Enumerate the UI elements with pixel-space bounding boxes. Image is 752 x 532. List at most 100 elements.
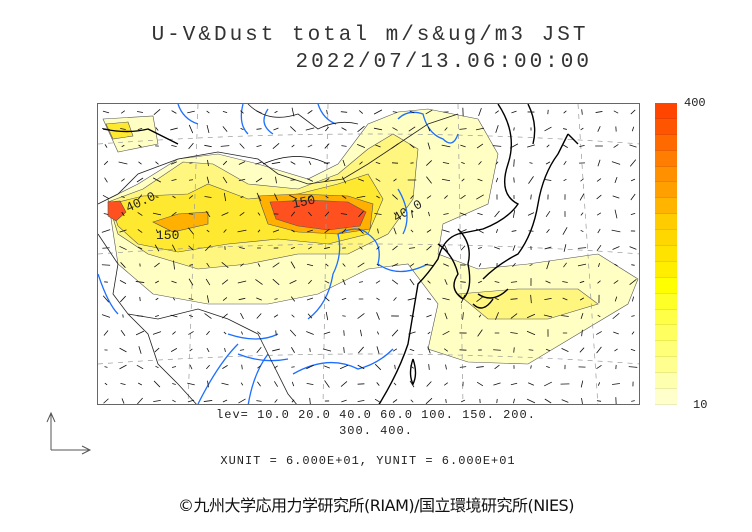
- wind-vector: [257, 331, 261, 335]
- wind-vector: [596, 331, 602, 335]
- wind-vector: [459, 212, 467, 216]
- wind-vector: [495, 297, 499, 301]
- wind-vector: [459, 229, 467, 233]
- wind-vector: [240, 382, 244, 386]
- wind-vector: [428, 211, 430, 217]
- wind-vector: [543, 314, 553, 318]
- wind-vector: [324, 296, 330, 302]
- wind-vector: [580, 212, 584, 216]
- wind-vector: [530, 294, 532, 304]
- wind-vector: [579, 193, 585, 201]
- wind-vector: [274, 298, 278, 300]
- wind-vector: [171, 280, 177, 284]
- wind-vector: [322, 348, 332, 352]
- wind-vector: [255, 161, 263, 165]
- wind-vector: [427, 280, 431, 284]
- wind-vector: [478, 263, 482, 267]
- wind-vector: [409, 110, 415, 114]
- wind-vector: [630, 109, 636, 115]
- wind-vector: [631, 126, 635, 132]
- wind-vector: [612, 312, 620, 320]
- wind-vector: [291, 107, 295, 117]
- wind-vector: [460, 399, 466, 403]
- wind-vector: [273, 127, 279, 131]
- wind-vector: [291, 399, 295, 403]
- wind-vector: [308, 246, 312, 250]
- wind-vector: [612, 195, 620, 199]
- wind-vector: [478, 247, 482, 249]
- wind-vector: [614, 263, 618, 267]
- colorbar-swatch: [655, 166, 677, 183]
- colorbar-max-label: 400: [684, 96, 706, 110]
- dust-map: 40.0 150 150 40.0: [97, 103, 640, 405]
- wind-vector: [611, 161, 621, 165]
- wind-vector: [137, 128, 143, 130]
- wind-vector: [289, 194, 297, 200]
- wind-vector: [393, 178, 397, 182]
- wind-vector: [188, 142, 194, 150]
- wind-vector: [290, 161, 296, 165]
- wind-vector: [188, 179, 194, 181]
- wind-vector: [495, 110, 499, 114]
- wind-vector: [495, 161, 499, 165]
- wind-vector: [206, 295, 210, 303]
- wind-vector: [459, 128, 467, 130]
- wind-vector: [442, 330, 450, 336]
- wind-vector: [460, 245, 466, 251]
- wind-vector: [357, 262, 365, 268]
- wind-vector: [341, 176, 347, 184]
- wind-vector: [188, 278, 194, 286]
- wind-vector: [357, 178, 365, 182]
- wind-vector: [426, 381, 432, 387]
- wind-vector: [407, 297, 417, 301]
- wind-vector: [206, 110, 210, 114]
- wind-vector: [206, 330, 210, 336]
- wind-vector: [305, 127, 315, 131]
- wind-vector: [426, 298, 432, 300]
- wind-vector: [171, 366, 177, 368]
- wind-vector: [513, 177, 515, 183]
- wind-vector: [579, 297, 585, 301]
- wind-vector: [443, 243, 449, 253]
- wind-vector: [527, 144, 535, 148]
- wind-vector: [104, 144, 108, 148]
- wind-vector: [324, 380, 330, 388]
- wind-vector: [408, 331, 416, 335]
- wind-vector: [153, 400, 161, 402]
- wind-vector: [120, 382, 126, 386]
- wind-vector: [207, 380, 209, 388]
- wind-vector: [597, 228, 601, 234]
- wind-vector: [511, 110, 517, 114]
- wind-vector: [460, 294, 466, 304]
- wind-vector: [341, 297, 347, 301]
- wind-vector: [238, 161, 246, 165]
- wind-vector: [427, 142, 431, 150]
- wind-vector: [393, 382, 397, 386]
- wind-vector: [410, 195, 414, 199]
- wind-vector: [476, 194, 484, 200]
- wind-vector: [154, 347, 160, 353]
- wind-vector: [153, 380, 161, 388]
- wind-vector: [577, 247, 587, 249]
- wind-vector: [103, 213, 109, 215]
- wind-vector: [187, 399, 195, 403]
- wind-vector: [324, 365, 330, 369]
- wind-vector: [408, 126, 416, 132]
- wind-vector: [546, 144, 550, 148]
- wind-vector: [257, 229, 261, 233]
- wind-vector: [628, 366, 638, 368]
- wind-vector: [289, 279, 297, 285]
- wind-vector: [342, 278, 346, 286]
- wind-vector: [138, 346, 142, 354]
- wind-vector: [136, 364, 144, 370]
- wind-vector: [138, 144, 142, 148]
- wind-vector: [256, 313, 262, 319]
- wind-vector: [206, 262, 210, 268]
- wind-vector: [393, 297, 397, 301]
- wind-vector: [631, 264, 635, 266]
- wind-vector: [171, 179, 177, 181]
- colorbar-swatch: [655, 246, 677, 262]
- wind-vector: [409, 278, 415, 286]
- wind-vector: [411, 210, 413, 218]
- wind-vector: [308, 279, 312, 285]
